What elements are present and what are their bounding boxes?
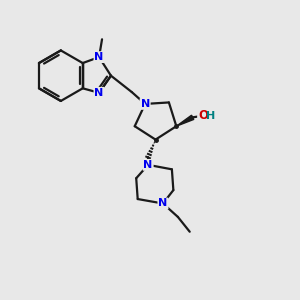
Text: H: H (206, 111, 216, 121)
Text: O: O (198, 109, 208, 122)
Text: N: N (94, 52, 104, 62)
Text: N: N (140, 99, 150, 109)
Polygon shape (176, 115, 194, 126)
Text: N: N (94, 88, 104, 98)
Text: N: N (158, 199, 168, 208)
Text: N: N (143, 160, 153, 170)
